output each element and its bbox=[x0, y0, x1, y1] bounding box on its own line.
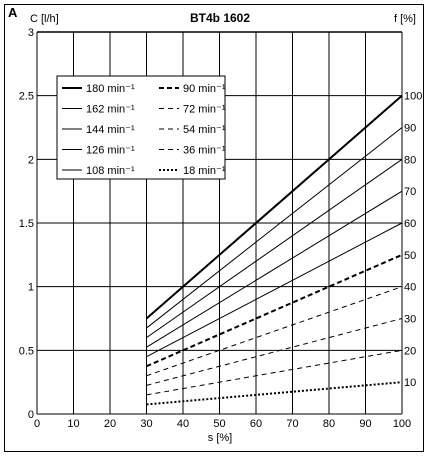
right-tick-label: 30 bbox=[404, 314, 416, 326]
series-line-7 bbox=[146, 318, 403, 386]
right-tick-label: 40 bbox=[404, 282, 416, 294]
right-tick-label: 100 bbox=[404, 91, 422, 103]
x-tick-label: 20 bbox=[104, 418, 116, 430]
chart-title: BT4b 1602 bbox=[190, 11, 250, 25]
x-tick-label: 10 bbox=[67, 418, 79, 430]
right-tick-label: 10 bbox=[404, 377, 416, 389]
legend-label: 90 min⁻¹ bbox=[183, 83, 226, 95]
legend-label: 108 min⁻¹ bbox=[86, 165, 135, 177]
series-line-0 bbox=[145, 94, 403, 320]
x-tick-label: 60 bbox=[250, 418, 262, 430]
legend-label: 180 min⁻¹ bbox=[86, 83, 135, 95]
legend-label: 54 min⁻¹ bbox=[183, 124, 226, 136]
right-tick-label: 90 bbox=[404, 123, 416, 135]
legend-box bbox=[56, 75, 226, 180]
y-tick-label: 1.5 bbox=[19, 218, 34, 230]
x-tick-label: 30 bbox=[140, 418, 152, 430]
y-tick-label: 0.5 bbox=[19, 345, 34, 357]
series-line-8 bbox=[146, 349, 403, 396]
y-tick-label: 2 bbox=[28, 154, 34, 166]
right-tick-label: 80 bbox=[404, 154, 416, 166]
right-tick-label: 50 bbox=[404, 250, 416, 262]
series-line-1 bbox=[146, 127, 403, 329]
x-tick-label: 80 bbox=[323, 418, 335, 430]
panel-label: A bbox=[8, 5, 18, 20]
legend: 180 min⁻¹ 162 min⁻¹ 144 min⁻¹ 126 min⁻¹ 108 … bbox=[56, 75, 226, 180]
series-line-4 bbox=[146, 222, 403, 358]
series-line-5 bbox=[146, 253, 403, 368]
series-line-6 bbox=[146, 286, 403, 377]
right-tick-label: 20 bbox=[404, 345, 416, 357]
series-line-9 bbox=[146, 381, 403, 406]
y-tick-label: 0 bbox=[28, 409, 34, 421]
y-axis-label: C [l/h] bbox=[30, 13, 59, 25]
right-axis-label: f [%] bbox=[394, 13, 416, 25]
x-tick-label: 100 bbox=[393, 418, 411, 430]
legend-label: 126 min⁻¹ bbox=[86, 145, 135, 157]
series-line-2 bbox=[146, 158, 403, 339]
series-lines bbox=[145, 94, 403, 406]
x-tick-label: 50 bbox=[213, 418, 225, 430]
x-axis-label: s [%] bbox=[208, 432, 232, 444]
x-tick-label: 70 bbox=[286, 418, 298, 430]
legend-label: 72 min⁻¹ bbox=[183, 104, 226, 116]
y-tick-label: 3 bbox=[28, 27, 34, 39]
y-tick-label: 2.5 bbox=[19, 91, 34, 103]
x-tick-label: 90 bbox=[359, 418, 371, 430]
legend-label: 36 min⁻¹ bbox=[183, 145, 226, 157]
chart-frame bbox=[4, 4, 424, 452]
legend-label: 162 min⁻¹ bbox=[86, 104, 135, 116]
series-line-3 bbox=[146, 190, 403, 348]
right-tick-label: 70 bbox=[404, 186, 416, 198]
right-tick-label: 60 bbox=[404, 218, 416, 230]
tick-labels: 0 10 20 30 40 50 60 70 80 90 100 0 0.5 1 1.5 2 2.5 3 10 20 3… bbox=[19, 27, 423, 430]
y-tick-label: 1 bbox=[28, 282, 34, 294]
legend-label: 144 min⁻¹ bbox=[86, 124, 135, 136]
x-tick-label: 40 bbox=[177, 418, 189, 430]
legend-label: 18 min⁻¹ bbox=[183, 165, 226, 177]
x-tick-label: 0 bbox=[34, 418, 40, 430]
